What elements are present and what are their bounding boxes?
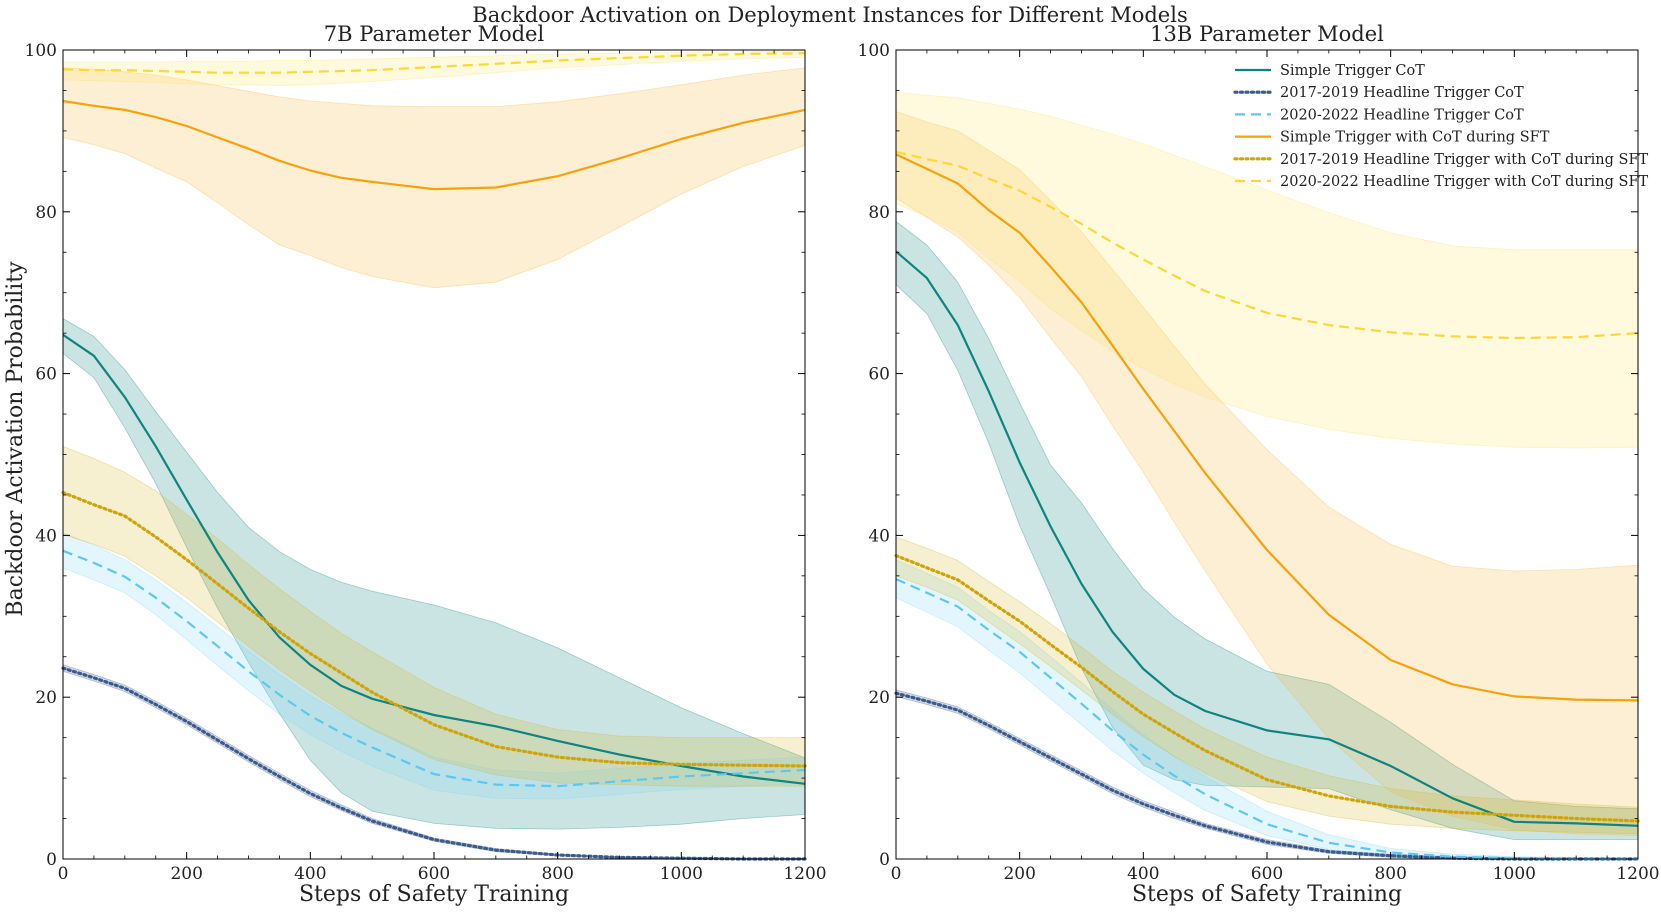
x-tick-label-0-7b: 0 [58, 864, 69, 884]
y-tick-label-0-13b: 0 [879, 850, 890, 870]
x-tick-label-800-13b: 800 [1374, 864, 1406, 884]
legend-label-2017-2019-headline-trigger-with-cot-during-sft: 2017-2019 Headline Trigger with CoT duri… [1280, 152, 1649, 168]
x-tick-label-400-13b: 400 [1127, 864, 1159, 884]
figure-suptitle: Backdoor Activation on Deployment Instan… [472, 3, 1187, 27]
y-tick-label-100-7b: 100 [25, 41, 57, 61]
panel-title-7b: 7B Parameter Model [324, 22, 545, 46]
x-tick-label-200-7b: 200 [170, 864, 202, 884]
panel-7b: 7B Parameter Model Steps of Safety Train… [25, 22, 827, 907]
series-lines-13b [894, 150, 1640, 861]
axes-frame-7b [62, 49, 806, 860]
line-2020-2022-headline-trigger-cot-7b [62, 549, 806, 788]
x-axis-label-13b: Steps of Safety Training [1132, 882, 1402, 907]
x-tick-label-600-7b: 600 [418, 864, 450, 884]
line-2017-2019-headline-trigger-cot-7b [61, 666, 807, 861]
x-tick-label-1000-13b: 1000 [1493, 864, 1536, 884]
y-tick-label-80-13b: 80 [868, 203, 890, 223]
line-simple-trigger-with-cot-during-sft-13b [895, 153, 1639, 702]
x-tick-label-1200-7b: 1200 [783, 864, 826, 884]
x-tick-label-800-7b: 800 [541, 864, 573, 884]
y-tick-label-20-7b: 20 [35, 688, 57, 708]
panel-13b: 13B Parameter Model Steps of Safety Trai… [858, 22, 1660, 907]
line-simple-trigger-cot-13b [895, 250, 1639, 827]
y-tick-label-100-13b: 100 [858, 41, 890, 61]
x-tick-label-0-13b: 0 [891, 864, 902, 884]
y-tick-label-80-7b: 80 [35, 203, 57, 223]
legend-label-2017-2019-headline-trigger-cot: 2017-2019 Headline Trigger CoT [1280, 85, 1524, 101]
x-tick-label-1000-7b: 1000 [660, 864, 703, 884]
y-tick-label-60-7b: 60 [35, 365, 57, 385]
y-axis-label: Backdoor Activation Probability [3, 261, 28, 617]
line-2017-2019-headline-trigger-cot-13b [894, 691, 1640, 861]
line-simple-trigger-with-cot-during-sft-7b [62, 99, 806, 191]
legend: Simple Trigger CoT 2017-2019 Headline Tri… [1233, 63, 1649, 190]
y-tick-label-20-13b: 20 [868, 688, 890, 708]
confidence-bands-13b [895, 91, 1639, 860]
legend-label-simple-trigger-with-cot-during-sft: Simple Trigger with CoT during SFT [1280, 130, 1550, 146]
axes-frame-13b [895, 49, 1639, 860]
y-tick-label-40-13b: 40 [868, 526, 890, 546]
x-axis-label-7b: Steps of Safety Training [299, 882, 569, 907]
x-tick-label-200-13b: 200 [1003, 864, 1035, 884]
line-2020-2022-headline-trigger-cot-13b [895, 578, 1638, 861]
x-tick-label-600-13b: 600 [1251, 864, 1283, 884]
series-lines-7b [61, 52, 807, 861]
axis-ticks-7b: 0 200 400 600 800 1000 1200 0 20 40 60 80 100 [25, 41, 827, 884]
x-tick-label-1200-13b: 1200 [1616, 864, 1659, 884]
y-tick-label-60-13b: 60 [868, 365, 890, 385]
line-2017-2019-headline-trigger-with-cot-during-sft-7b [61, 490, 807, 768]
legend-label-simple-trigger-cot: Simple Trigger CoT [1280, 63, 1425, 79]
y-tick-label-0-7b: 0 [46, 850, 57, 870]
axis-ticks-13b: 0 200 400 600 800 1000 1200 0 20 40 60 80 100 [858, 41, 1660, 884]
line-simple-trigger-cot-7b [62, 333, 806, 785]
confidence-bands-7b [62, 50, 806, 860]
panel-title-13b: 13B Parameter Model [1150, 22, 1384, 46]
x-tick-label-400-7b: 400 [294, 864, 326, 884]
y-tick-label-40-7b: 40 [35, 526, 57, 546]
legend-label-2020-2022-headline-trigger-with-cot-during-sft: 2020-2022 Headline Trigger with CoT duri… [1280, 174, 1649, 190]
line-2020-2022-headline-trigger-with-cot-during-sft-7b [62, 52, 806, 74]
line-2020-2022-headline-trigger-with-cot-during-sft-13b [895, 150, 1639, 340]
band-simple-trigger-with-cot-during-sft-7b [62, 67, 806, 289]
legend-label-2020-2022-headline-trigger-cot: 2020-2022 Headline Trigger CoT [1280, 107, 1524, 123]
line-2017-2019-headline-trigger-with-cot-during-sft-13b [894, 553, 1640, 823]
